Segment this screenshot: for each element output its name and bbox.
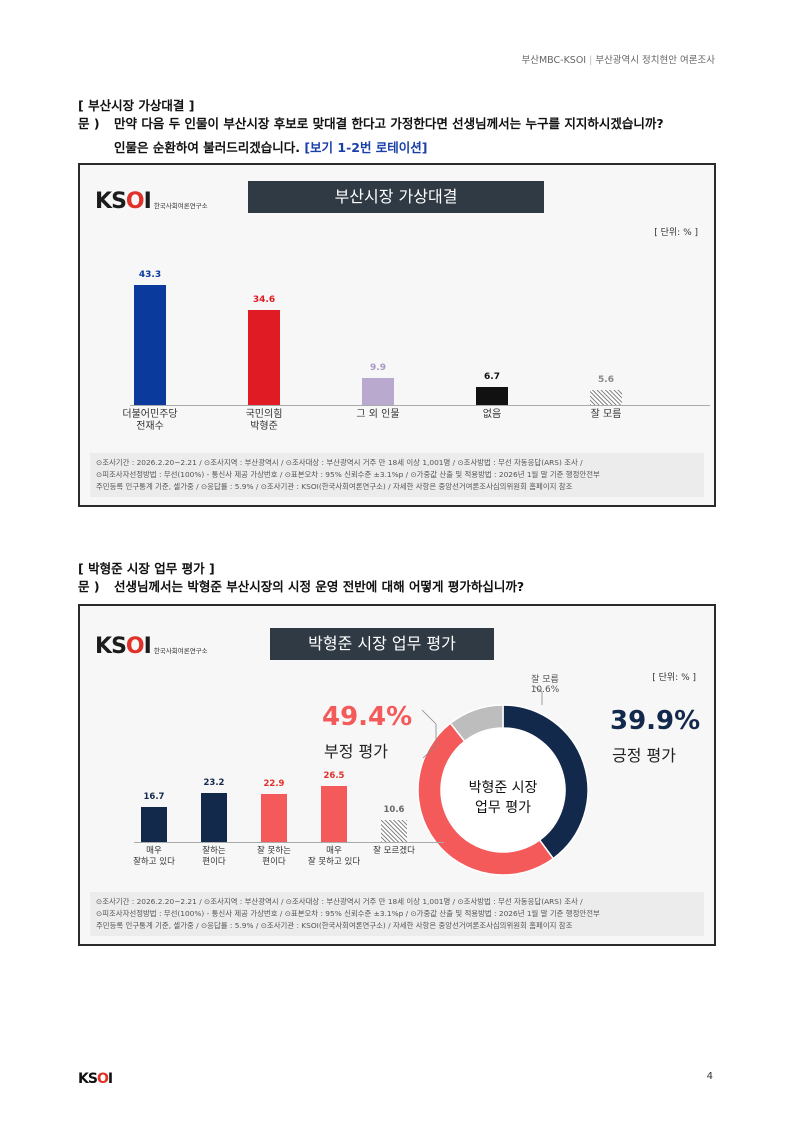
q-label: 문 ) <box>78 116 100 131</box>
bar-value-label: 9.9 <box>370 362 386 373</box>
category-label: 잘하는 편이다 <box>202 846 226 867</box>
category-label: 잘 못하는 편이다 <box>257 846 291 867</box>
dontknow-label: 잘 모름 10.6% <box>530 675 560 695</box>
section1-title: [ 부산시장 가상대결 ] <box>78 98 195 113</box>
bar-0 <box>134 285 166 405</box>
bar-4 <box>381 819 407 842</box>
bar-value-label: 5.6 <box>598 374 614 385</box>
bar-3 <box>476 386 508 405</box>
bar-4 <box>590 389 622 405</box>
bar-value-label: 34.6 <box>252 294 276 305</box>
leader-line <box>421 709 437 759</box>
negative-label: 부정 평가 <box>324 742 388 761</box>
chart2-unit: [ 단위: % ] <box>652 673 696 683</box>
category-label: 없음 <box>482 409 502 420</box>
chart1-title: 부산시장 가상대결 <box>248 181 544 213</box>
bar-3 <box>321 786 347 842</box>
donut-slice-2 <box>449 704 504 743</box>
donut-center-label: 박형준 시장 업무 평가 <box>468 780 538 816</box>
header-right: 부산광역시 정치현안 여론조사 <box>595 55 715 66</box>
bar-value-label: 23.2 <box>203 778 225 789</box>
q-line1: 선생님께서는 박형준 부산시장의 시정 운영 전반에 대해 어떻게 평가하십니까… <box>114 579 525 594</box>
bar-value-label: 10.6 <box>383 804 405 815</box>
page-number: 4 <box>706 1071 713 1082</box>
category-label: 잘 모름 <box>590 409 622 420</box>
q-line2: 인물은 순환하여 불러드리겠습니다. <box>114 140 300 155</box>
bar-value-label: 6.7 <box>484 371 500 382</box>
chart2-footnote: ⊙조사기간 : 2026.2.20~2.21 / ⊙조사지역 : 부산광역시 /… <box>90 892 704 936</box>
chart-baseline <box>130 405 710 406</box>
footer-logo: KSOI <box>78 1071 113 1087</box>
bar-0 <box>141 806 167 842</box>
donut-hole <box>442 729 564 851</box>
positive-label: 긍정 평가 <box>612 746 676 765</box>
q-rotation: [보기 1-2번 로테이션] <box>304 140 428 155</box>
chart1-footnote: ⊙조사기간 : 2026.2.20~2.21 / ⊙조사지역 : 부산광역시 /… <box>90 453 704 497</box>
chart-panel-2: KSOI 한국사회여론연구소 박형준 시장 업무 평가 [ 단위: % ] 49… <box>78 604 716 946</box>
bar-2 <box>261 793 287 842</box>
q-label: 문 ) <box>78 579 100 594</box>
bar-1 <box>201 793 227 842</box>
section2-question: 문 ) 선생님께서는 박형준 부산시장의 시정 운영 전반에 대해 어떻게 평가하… <box>78 575 718 599</box>
category-label: 더불어민주당 전재수 <box>122 409 178 432</box>
bar-value-label: 22.9 <box>263 778 285 789</box>
header-left: 부산MBC-KSOI <box>521 55 587 66</box>
bar-value-label: 16.7 <box>143 791 165 802</box>
bar-value-label: 43.3 <box>138 270 162 281</box>
ksoi-logo: KSOI 한국사회여론연구소 <box>95 189 208 214</box>
category-label: 잘 모르겠다 <box>373 846 415 856</box>
positive-pct: 39.9% <box>610 706 701 736</box>
ksoi-logo: KSOI 한국사회여론연구소 <box>95 634 208 659</box>
section2-title: [ 박형준 시장 업무 평가 ] <box>78 561 215 576</box>
bar-2 <box>362 377 394 405</box>
section1-question: 문 ) 만약 다음 두 인물이 부산시장 후보로 맞대결 한다고 가정한다면 선생… <box>78 112 718 160</box>
page-header: 부산MBC-KSOI | 부산광역시 정치현안 여론조사 <box>521 55 715 66</box>
donut-slice-1 <box>417 722 555 876</box>
chart2-title: 박형준 시장 업무 평가 <box>270 628 494 660</box>
chart-baseline <box>134 842 444 843</box>
donut-chart <box>417 685 589 876</box>
q-line1: 만약 다음 두 인물이 부산시장 후보로 맞대결 한다고 가정한다면 선생님께서… <box>114 116 664 131</box>
category-label: 매우 잘하고 있다 <box>133 846 175 867</box>
chart-panel-1: KSOI 한국사회여론연구소 부산시장 가상대결 [ 단위: % ] 43.3 더… <box>78 163 716 507</box>
negative-pct: 49.4% <box>322 702 413 732</box>
bar-value-label: 26.5 <box>323 771 345 782</box>
bar-1 <box>248 309 280 405</box>
category-label: 국민의힘 박형준 <box>245 409 283 432</box>
leader-line <box>533 685 543 705</box>
category-label: 그 외 인물 <box>356 409 400 420</box>
chart1-unit: [ 단위: % ] <box>654 228 698 238</box>
category-label: 매우 잘 못하고 있다 <box>307 846 361 867</box>
